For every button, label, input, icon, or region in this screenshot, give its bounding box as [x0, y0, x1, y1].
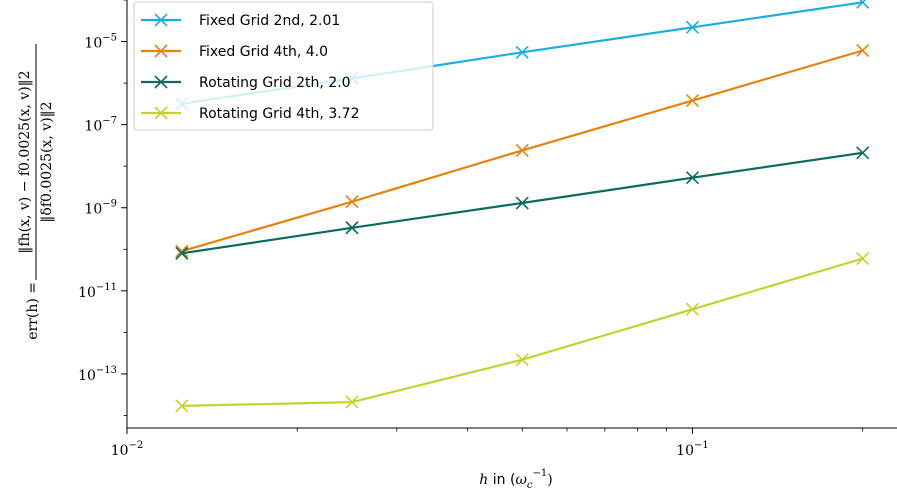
data-point [515, 143, 529, 157]
legend-item: Fixed Grid 4th, 4.0 [141, 44, 328, 60]
data-point [345, 395, 359, 409]
data-point [685, 20, 700, 34]
series-3 [175, 146, 870, 260]
data-point [175, 399, 189, 413]
y-axis-label-denominator: ‖δf0.0025(x, v)‖2 [39, 101, 55, 222]
data-point [685, 171, 700, 185]
legend-label: Rotating Grid 2th, 2.0 [199, 75, 351, 91]
data-point [856, 0, 870, 9]
data-point [175, 244, 189, 258]
y-tick-label: 10−7 [84, 116, 117, 135]
legend-item: Fixed Grid 2nd, 2.01 [141, 13, 340, 29]
data-point [515, 45, 529, 59]
y-tick-label: 10−5 [84, 33, 117, 52]
series-2 [175, 43, 870, 258]
y-tick-label: 10−9 [84, 199, 117, 218]
x-axis-label: h in (ωc−1) [479, 468, 552, 491]
x-ticks: 10−2 10−1 [111, 428, 864, 459]
legend-marker [154, 106, 168, 120]
data-point [515, 353, 529, 367]
data-point [856, 251, 870, 266]
legend: Fixed Grid 2nd, 2.01 Fixed Grid 4th, 4.0 R… [133, 1, 434, 131]
data-point [856, 146, 870, 160]
legend-marker [154, 13, 168, 27]
series-line [181, 257, 864, 407]
data-point [175, 246, 189, 260]
data-point [685, 93, 700, 108]
y-ticks: 10−5 10−7 10−9 10−11 10−13 [78, 0, 127, 416]
y-tick-label: 10−13 [78, 365, 117, 384]
legend-label: Fixed Grid 2nd, 2.01 [199, 13, 340, 29]
legend-item: Rotating Grid 2th, 2.0 [141, 75, 351, 91]
y-axis-label-lhs: err(h) = [25, 282, 41, 340]
data-point [685, 302, 700, 316]
y-axis-label-numerator: ‖fh(x, v) − f0.0025(x, v)‖2 [17, 70, 33, 253]
legend-marker [154, 75, 168, 89]
y-axis-label: err(h) = ‖fh(x, v) − f0.0025(x, v)‖2 ‖δf… [17, 44, 55, 340]
series-4 [175, 251, 870, 413]
x-tick-label: 10−1 [676, 440, 709, 459]
x-tick-label: 10−2 [111, 440, 144, 459]
data-point [515, 196, 529, 210]
legend-label: Fixed Grid 4th, 4.0 [199, 44, 328, 60]
data-point [345, 195, 359, 209]
data-point [345, 221, 359, 235]
legend-item: Rotating Grid 4th, 3.72 [141, 106, 360, 122]
legend-label: Rotating Grid 4th, 3.72 [199, 106, 360, 122]
data-point [856, 43, 870, 58]
legend-items: Fixed Grid 2nd, 2.01 Fixed Grid 4th, 4.0 R… [141, 13, 360, 122]
axes [126, 0, 897, 429]
legend-marker [154, 44, 168, 58]
legend-box [133, 1, 434, 131]
y-tick-label: 10−11 [78, 282, 117, 301]
